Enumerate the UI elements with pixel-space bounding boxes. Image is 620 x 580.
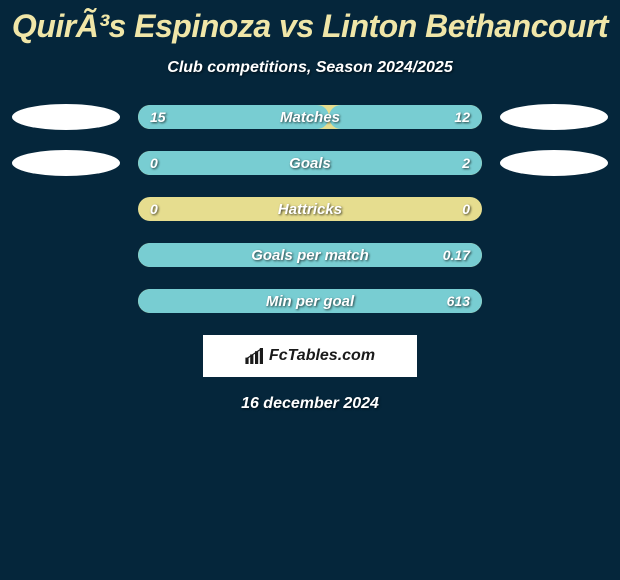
stat-value-left: 15 <box>150 105 166 129</box>
chart-icon <box>245 348 265 364</box>
stat-label: Hattricks <box>138 197 482 221</box>
stat-value-right: 12 <box>454 105 470 129</box>
player-right-marker <box>500 104 608 130</box>
stat-row: Goals0 2 <box>0 151 620 175</box>
stat-value-left: 0 <box>150 151 158 175</box>
stat-bar: Goals0 2 <box>138 151 482 175</box>
stat-bar: Goals per match0.17 <box>138 243 482 267</box>
player-left-marker <box>12 104 120 130</box>
stat-value-right: 0 <box>462 197 470 221</box>
stat-bar: Hattricks0 0 <box>138 197 482 221</box>
stat-label: Matches <box>138 105 482 129</box>
stat-label: Goals <box>138 151 482 175</box>
stat-row: Matches15 12 <box>0 105 620 129</box>
date-text: 16 december 2024 <box>0 395 620 413</box>
stat-value-right: 0.17 <box>443 243 470 267</box>
stat-value-right: 2 <box>462 151 470 175</box>
stat-row: Goals per match0.17 <box>0 243 620 267</box>
comparison-card: QuirÃ³s Espinoza vs Linton Bethancourt C… <box>0 0 620 580</box>
stat-value-right: 613 <box>447 289 470 313</box>
stat-row: Min per goal613 <box>0 289 620 313</box>
stat-value-left: 0 <box>150 197 158 221</box>
stat-label: Goals per match <box>138 243 482 267</box>
brand-text: FcTables.com <box>269 347 375 365</box>
stat-bar: Matches15 12 <box>138 105 482 129</box>
brand-box[interactable]: FcTables.com <box>203 335 417 377</box>
player-right-marker <box>500 150 608 176</box>
stat-label: Min per goal <box>138 289 482 313</box>
subtitle: Club competitions, Season 2024/2025 <box>0 59 620 77</box>
stat-row: Hattricks0 0 <box>0 197 620 221</box>
player-left-marker <box>12 150 120 176</box>
page-title: QuirÃ³s Espinoza vs Linton Bethancourt <box>0 0 620 45</box>
stat-rows: Matches1512Goals02Hattricks00Goals per m… <box>0 105 620 313</box>
stat-bar: Min per goal613 <box>138 289 482 313</box>
